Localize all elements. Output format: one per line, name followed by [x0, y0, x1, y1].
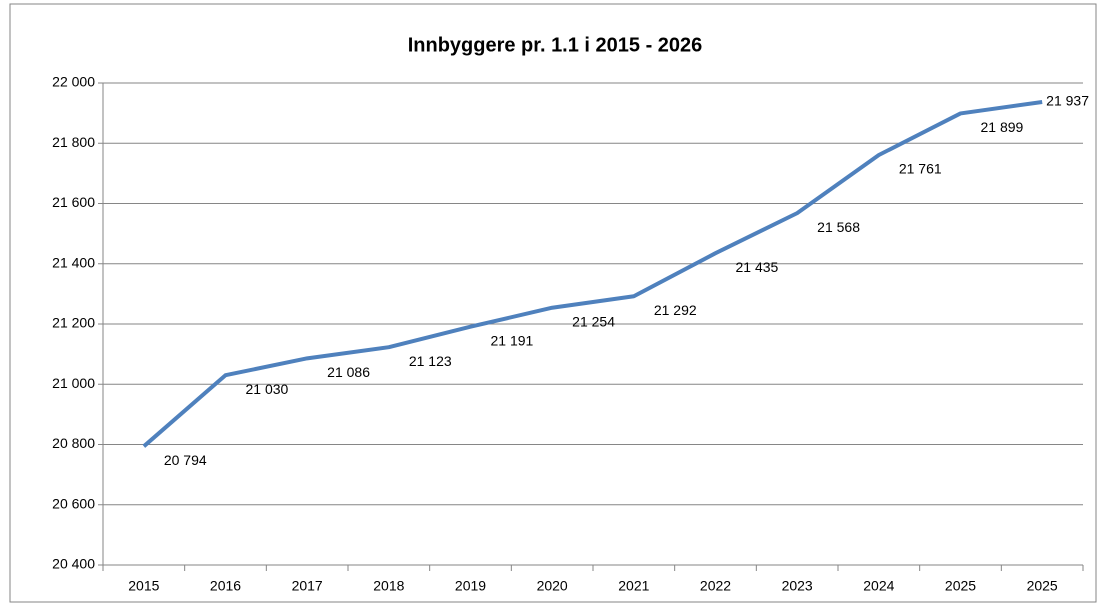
data-label: 21 086 [327, 364, 370, 380]
x-tick-label: 2022 [700, 578, 731, 594]
data-label: 21 568 [817, 219, 860, 235]
x-tick-label: 2019 [455, 578, 486, 594]
x-tick-label: 2015 [128, 578, 159, 594]
chart-title: Innbyggere pr. 1.1 i 2015 - 2026 [408, 34, 703, 56]
y-tick-label: 21 800 [52, 134, 95, 150]
x-tick-label: 2023 [782, 578, 813, 594]
x-tick-label: 2018 [373, 578, 404, 594]
data-label: 21 123 [409, 353, 452, 369]
line [142, 99, 1043, 448]
y-tick-label: 21 600 [52, 194, 95, 210]
data-label: 21 191 [491, 332, 534, 348]
x-tick-label: 2025 [945, 578, 976, 594]
x-tick-label: 2016 [210, 578, 241, 594]
y-tick-label: 21 000 [52, 375, 95, 391]
data-label: 21 030 [246, 381, 289, 397]
y-tick-label: 22 000 [52, 74, 95, 90]
data-label: 21 899 [981, 119, 1024, 135]
y-tick-label: 21 200 [52, 315, 95, 331]
x-tick-label: 2017 [292, 578, 323, 594]
data-label: 21 761 [899, 161, 942, 177]
x-tick-label: 2025 [1027, 578, 1058, 594]
y-tick-label: 20 400 [52, 556, 95, 572]
y-tick-label: 20 800 [52, 435, 95, 451]
data-label: 21 435 [736, 259, 779, 275]
x-tick-label: 2020 [537, 578, 568, 594]
data-label: 21 292 [654, 302, 697, 318]
x-tick-label: 2021 [618, 578, 649, 594]
data-label: 21 254 [572, 313, 615, 329]
data-label: 20 794 [164, 452, 207, 468]
chart-frame [9, 3, 1097, 603]
y-tick-label: 21 400 [52, 254, 95, 270]
y-tick-label: 20 600 [52, 495, 95, 511]
x-tick-label: 2024 [863, 578, 894, 594]
data-label: 21 937 [1046, 93, 1089, 109]
